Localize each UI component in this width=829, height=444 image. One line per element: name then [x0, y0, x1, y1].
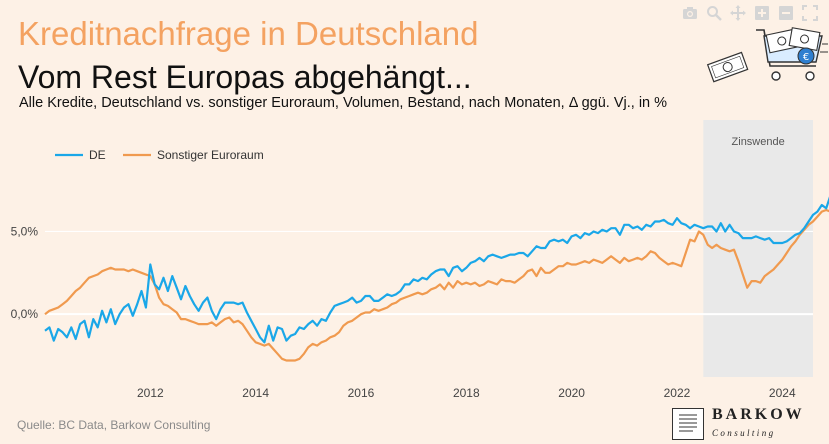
x-tick-label: 2012: [137, 386, 164, 400]
shopping-cart-money-illustration-icon: €: [704, 22, 828, 96]
chart-subtitle: Vom Rest Europas abgehängt...: [18, 59, 472, 95]
series-line-sonstiger-euroraum: [44, 208, 829, 362]
barkow-logo: BARKOW Consulting: [672, 404, 822, 440]
series-line-de: [44, 196, 829, 344]
legend-label[interactable]: Sonstiger Euroraum: [157, 148, 264, 162]
x-tick-label: 2016: [348, 386, 375, 400]
legend-label[interactable]: DE: [89, 148, 106, 162]
shaded-region-label: Zinswende: [732, 136, 785, 148]
source-note: Quelle: BC Data, Barkow Consulting: [17, 418, 211, 432]
camera-icon[interactable]: [680, 4, 700, 22]
autoscale-icon[interactable]: [800, 4, 820, 22]
chart-description: Alle Kredite, Deutschland vs. sonstiger …: [19, 95, 668, 111]
y-tick-label: 0,0%: [11, 307, 39, 321]
x-tick-label: 2024: [769, 386, 796, 400]
zoom-icon[interactable]: [704, 4, 724, 22]
y-tick-label: 5,0%: [11, 224, 39, 238]
logo-tagline: Consulting: [712, 428, 776, 438]
x-tick-label: 2018: [453, 386, 480, 400]
x-tick-label: 2022: [664, 386, 691, 400]
x-tick-label: 2020: [558, 386, 585, 400]
pan-icon[interactable]: [728, 4, 748, 22]
x-tick-label: 2014: [242, 386, 269, 400]
plot-toolbar: [680, 4, 820, 22]
logo-name: BARKOW: [712, 406, 805, 423]
zoom-in-icon[interactable]: [752, 4, 772, 22]
logo-mark-icon: [672, 408, 704, 440]
chart-title: Kreditnachfrage in Deutschland: [18, 15, 479, 52]
zoom-out-icon[interactable]: [776, 4, 796, 22]
svg-text:€: €: [803, 52, 809, 63]
line-chart: Zinswende 0,0% 5,0% 2012 2014 2016 2018 2020 2…: [11, 120, 829, 400]
